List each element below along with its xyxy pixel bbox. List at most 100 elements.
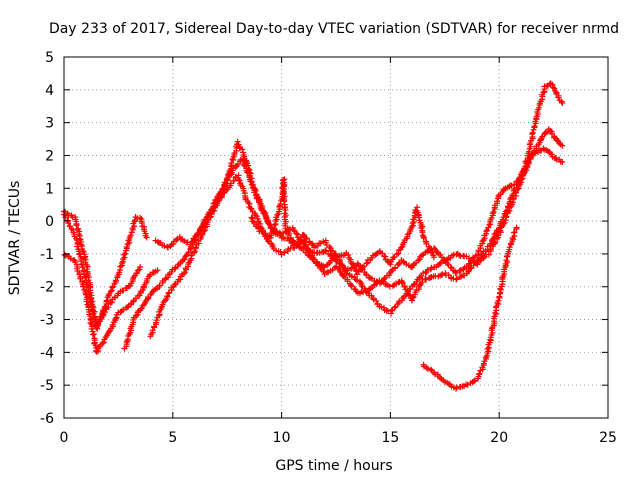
data-point [497,286,504,293]
data-point [200,228,207,235]
data-point [494,198,501,205]
data-point [137,214,144,221]
data-point [200,220,207,227]
series-track-5 [147,126,566,340]
data-point [303,235,310,242]
data-point [513,224,520,231]
data-point [79,264,86,271]
data-point [361,263,368,270]
data-point [423,364,430,371]
data-point [418,225,425,232]
data-point [529,131,536,138]
data-point [210,200,217,207]
data-point [354,277,361,284]
data-point [378,303,385,310]
data-point [428,264,435,271]
data-point [471,377,478,384]
data-point [137,264,144,271]
data-point [82,274,89,281]
data-point [248,205,255,212]
data-point [471,378,478,385]
data-point [540,89,547,96]
data-point [535,104,542,111]
data-point [219,186,226,193]
data-point [422,275,429,282]
data-point [164,293,171,300]
data-point [447,264,454,271]
data-point [281,198,288,205]
data-point [266,221,273,228]
data-point [93,348,100,355]
data-point [107,288,114,295]
data-point [171,281,178,288]
data-point [112,315,119,322]
data-point [380,276,387,283]
data-point [512,189,519,196]
data-point [508,182,515,189]
data-point [509,199,516,206]
data-point [359,264,366,271]
data-point [67,223,74,230]
data-point [173,236,180,243]
data-point [503,213,510,220]
data-point [153,317,160,324]
data-point [343,270,350,277]
y-tick-label: 4 [45,83,54,99]
data-point [326,243,333,250]
data-point [410,281,417,288]
data-point [531,123,538,130]
data-point [347,282,354,289]
data-point [547,127,554,134]
data-point [73,222,80,229]
data-point [479,238,486,245]
data-point [486,221,493,228]
data-point [495,297,502,304]
data-point [345,251,352,258]
data-point [271,225,278,232]
data-point [511,229,518,236]
data-point [453,276,460,283]
data-point [276,203,283,210]
data-point [123,243,130,250]
data-point [483,352,490,359]
data-point [456,252,463,259]
data-point [420,234,427,241]
data-point [123,339,130,346]
data-point [487,246,494,253]
x-axis-title: GPS time / hours [275,458,392,474]
y-tick-label: -2 [40,280,54,296]
data-point [61,251,68,258]
axis-tick-labels: 0 5 10 15 20 25 -6 -5 -4 -3 -2 -1 0 1 2 3 4 5 [40,50,617,446]
x-tick-label: 25 [599,430,617,446]
data-point [143,234,150,241]
y-tick-label: 2 [45,148,54,164]
data-point [549,81,556,88]
data-point [489,210,496,217]
data-point [365,274,372,281]
data-point [87,319,94,326]
data-point [304,251,311,258]
data-point [392,264,399,271]
data-point [493,235,500,242]
series-track-3 [61,211,144,329]
data-point [322,247,329,254]
data-point [293,230,300,237]
data-point [363,260,370,267]
data-point [331,264,338,271]
x-tick-label: 10 [273,430,291,446]
data-point [78,241,85,248]
data-point [542,130,549,137]
data-point [457,267,464,274]
data-point [252,187,259,194]
data-point [130,298,137,305]
data-point [133,270,140,277]
data-point [424,365,431,372]
y-tick-label: -4 [40,345,54,361]
data-point [222,180,229,187]
y-tick-label: -5 [40,378,54,394]
data-point [62,214,69,221]
y-tick-label: -6 [40,411,54,427]
y-tick-label: 5 [45,50,54,66]
data-point [529,129,536,136]
data-point [253,213,260,220]
